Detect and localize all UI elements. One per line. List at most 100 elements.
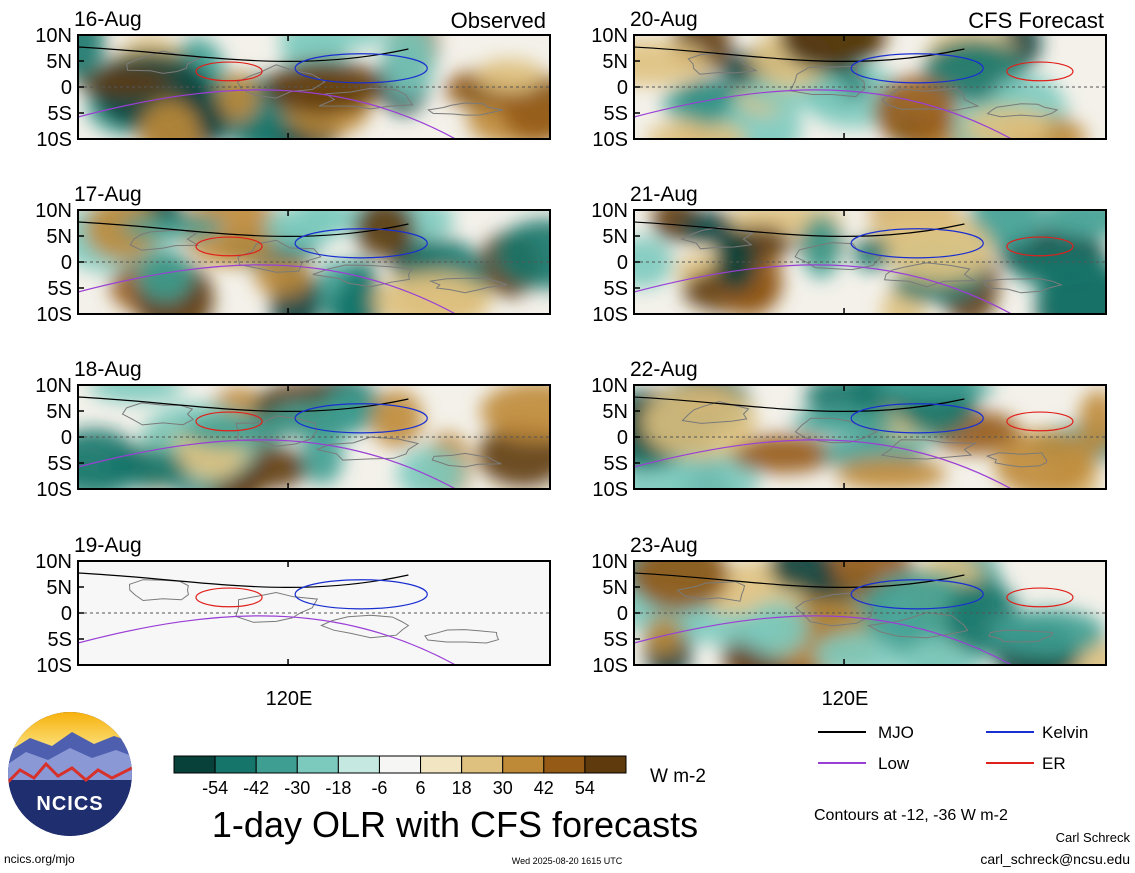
olr-anomaly-blob (835, 457, 947, 489)
colorbar-label: -54 (202, 778, 228, 798)
colorbar-swatch (461, 755, 504, 774)
colorbar-swatch (543, 755, 586, 774)
y-tick-label: 10N (591, 25, 628, 47)
er-contour (195, 411, 263, 432)
kelvin-contour (850, 403, 984, 434)
y-tick-label: 10S (592, 129, 628, 151)
panel-date-label: 17-Aug (74, 183, 142, 206)
map-panel-23-Aug: 10N 5N 0 5S 10S 23-Aug (591, 534, 1107, 677)
olr-anomaly-blob (1036, 260, 1106, 314)
olr-anomaly-blob (743, 600, 809, 657)
olr-anomaly-blob (78, 68, 171, 97)
mjo-contour (78, 572, 409, 588)
y-tick-label: 10S (36, 129, 72, 151)
timestamp: Wed 2025-08-20 1615 UTC (512, 856, 623, 866)
y-tick-label: 0 (61, 603, 72, 625)
y-tick-label: 10N (35, 551, 72, 573)
olr-anomaly-blob (265, 400, 375, 437)
olr-anomaly-blob (1039, 210, 1106, 240)
er-contour (1006, 587, 1074, 608)
colorbar-swatch (173, 755, 216, 774)
olr-anomaly-blob (302, 425, 344, 486)
olr-anomaly-blob (875, 385, 995, 402)
y-tick-label: 5N (602, 226, 628, 248)
y-tick-label: 5N (602, 577, 628, 599)
map-panel-22-Aug: 10N 5N 0 5S 10S 22-Aug (591, 358, 1107, 501)
olr-shading (634, 561, 1106, 665)
olr-anomaly-blob (354, 210, 416, 258)
olr-anomaly-blob (480, 385, 550, 442)
kelvin-contour (294, 228, 428, 259)
y-tick-label: 5S (48, 629, 72, 651)
colorbar-swatch (337, 755, 380, 774)
mjo-contour (78, 396, 409, 412)
map-panel-19-Aug: 10N 5N 0 5S 10S 19-Aug (35, 534, 551, 677)
panel-field (78, 385, 550, 489)
olr-anomaly-blob (475, 58, 544, 94)
y-tick-label: 0 (61, 427, 72, 449)
map-panel-20-Aug: 10N 5N 0 5S 10S 20-Aug (591, 8, 1107, 151)
mjo-contour (634, 46, 965, 62)
legend-er-label: ER (1042, 754, 1066, 773)
map-panel-17-Aug: 10N 5N 0 5S 10S 17-Aug (35, 183, 551, 326)
coastline (129, 229, 508, 294)
panel-field (634, 561, 1106, 665)
panel-date-label: 21-Aug (630, 183, 698, 206)
olr-anomaly-blob (645, 119, 747, 139)
olr-anomaly-blob (641, 385, 757, 460)
y-tick-label: 10N (35, 375, 72, 397)
y-tick-label: 10S (36, 304, 72, 326)
colorbar-swatch (502, 755, 545, 774)
colorbar: -54 -42 -30 -18 -6 6 18 30 42 54 (173, 755, 627, 798)
olr-anomaly-blob (861, 570, 978, 653)
coastline (681, 401, 1048, 468)
map-panel-18-Aug: 10N 5N 0 5S 10S 18-Aug (35, 358, 551, 501)
olr-anomaly-blob (669, 451, 731, 489)
kelvin-contour (850, 228, 984, 259)
olr-anomaly-blob (372, 272, 489, 314)
x-tick-left: 120E (266, 688, 313, 710)
panel-date-label: 23-Aug (630, 534, 698, 557)
er-contour (195, 236, 263, 257)
panel-field (78, 210, 550, 314)
olr-anomaly-blob (121, 214, 225, 240)
olr-anomaly-blob (791, 408, 899, 436)
y-tick-label: 10S (36, 479, 72, 501)
colorbar-units: W m-2 (650, 766, 706, 787)
y-tick-label: 0 (617, 427, 628, 449)
ncics-logo: NCICS (8, 712, 132, 836)
er-contour (1006, 236, 1074, 257)
author-email: carl_schreck@ncsu.edu (980, 851, 1130, 867)
colorbar-swatch (420, 755, 463, 774)
forecast-label: CFS Forecast (968, 8, 1104, 33)
y-tick-label: 0 (617, 77, 628, 99)
website-link[interactable]: ncics.org/mjo (4, 852, 75, 866)
y-tick-label: 10N (35, 200, 72, 222)
panel-date-label: 19-Aug (74, 534, 142, 557)
olr-anomaly-blob (873, 75, 957, 139)
y-tick-label: 5S (48, 453, 72, 475)
colorbar-label: 6 (416, 778, 426, 798)
olr-anomaly-blob (729, 434, 837, 474)
colorbar-swatch (255, 755, 298, 774)
er-contour (1006, 61, 1074, 82)
olr-shading (634, 35, 1087, 139)
y-tick-label: 10S (592, 479, 628, 501)
mjo-contour (78, 46, 409, 62)
olr-anomaly-blob (964, 106, 1052, 139)
kelvin-contour (294, 403, 428, 434)
panel-date-label: 18-Aug (74, 358, 142, 381)
colorbar-label: -6 (371, 778, 387, 798)
kelvin-contour (294, 579, 428, 610)
olr-anomaly-blob (779, 35, 887, 68)
olr-anomaly-blob (138, 100, 201, 139)
colorbar-label: 54 (575, 778, 595, 798)
olr-anomaly-blob (904, 637, 963, 665)
kelvin-contour (850, 579, 984, 610)
colorbar-label: 30 (493, 778, 513, 798)
y-tick-label: 5N (46, 226, 72, 248)
y-tick-label: 10S (36, 655, 72, 677)
coastline (676, 581, 1054, 643)
olr-anomaly-blob (634, 561, 730, 611)
map-panel-21-Aug: 10N 5N 0 5S 10S 21-Aug (591, 183, 1107, 326)
